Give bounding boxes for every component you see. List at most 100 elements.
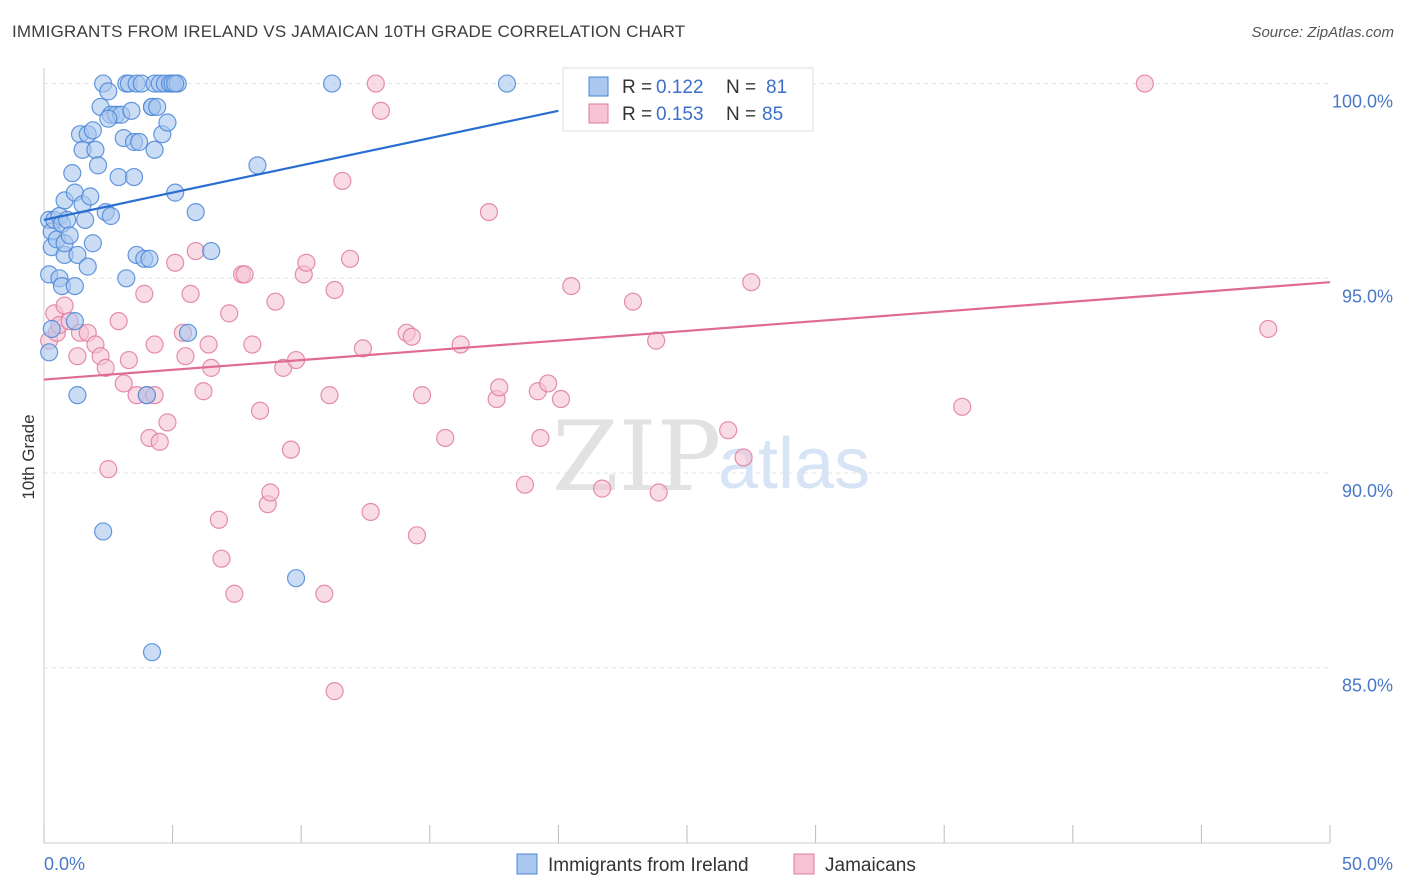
jamaicans-point — [490, 378, 509, 397]
jamaicans-point — [114, 374, 133, 393]
y-axis-title: 10th Grade — [19, 414, 38, 499]
watermark-zip: ZIP — [552, 401, 721, 513]
y-tick-label: 85.0% — [1342, 676, 1393, 696]
bottom-legend-swatch-jamaicans — [793, 853, 815, 875]
ireland-point — [65, 276, 84, 296]
jamaicans-point — [479, 202, 499, 222]
ireland-point — [145, 140, 164, 159]
legend-n-label-ireland: N = — [726, 77, 756, 98]
ireland-point — [76, 210, 95, 229]
bottom-legend-label-jamaicans: Jamaicans — [825, 855, 916, 876]
jamaicans-point — [361, 502, 380, 522]
jamaicans-point — [96, 358, 115, 377]
trend-line-jamaicans — [43, 281, 1331, 381]
ireland-point — [130, 132, 149, 152]
jamaicans-point — [531, 428, 550, 448]
jamaicans-point — [199, 335, 218, 354]
ireland-point — [117, 269, 136, 288]
jamaicans-point — [539, 374, 558, 393]
ireland-point — [99, 82, 118, 101]
ireland-point — [65, 312, 84, 331]
jamaicans-point — [212, 549, 231, 568]
legend-r-value-ireland: 0.122 — [656, 77, 704, 98]
watermark: ZIP atlas — [552, 401, 870, 513]
bottom-legend-swatch-ireland — [516, 853, 538, 875]
ireland-point — [158, 113, 177, 132]
jamaicans-point — [135, 284, 154, 303]
ireland-point — [40, 343, 59, 362]
jamaicans-point — [734, 448, 753, 467]
top-legend: R = 0.122 N = 81 R = 0.153 N = 85 — [562, 67, 814, 132]
jamaicans-point — [333, 171, 352, 191]
ireland-point — [99, 109, 118, 128]
jamaicans-point — [407, 526, 427, 545]
jamaicans-point — [176, 347, 195, 366]
jamaicans-point — [742, 273, 761, 292]
jamaicans-point — [353, 339, 373, 358]
ireland-point — [137, 386, 156, 405]
trend-lines — [43, 109, 1331, 381]
x-tick-labels: 0.0% 50.0% — [44, 854, 1393, 874]
jamaicans-point — [649, 483, 668, 502]
jamaicans-point — [366, 74, 385, 93]
x-tick-label: 50.0% — [1342, 854, 1393, 874]
y-tick-label: 90.0% — [1342, 481, 1393, 501]
ireland-point — [178, 323, 198, 342]
ireland-point — [166, 74, 185, 93]
jamaicans-point — [250, 401, 270, 420]
grid-lines — [44, 83, 1330, 669]
ireland-point — [124, 167, 144, 187]
jamaicans-point — [451, 335, 470, 354]
legend-swatch-jamaicans — [588, 103, 609, 124]
jamaicans-point — [266, 292, 285, 311]
ireland-point — [248, 156, 267, 175]
jamaicans-point — [515, 475, 535, 494]
jamaicans-point — [145, 335, 164, 354]
jamaicans-point — [220, 304, 239, 323]
jamaicans-point — [243, 335, 262, 354]
y-tick-label: 95.0% — [1342, 286, 1393, 306]
legend-swatch-ireland — [588, 76, 609, 97]
jamaicans-point — [623, 292, 643, 311]
x-tick-label: 0.0% — [44, 854, 85, 874]
jamaicans-point — [315, 584, 334, 603]
jamaicans-point — [325, 682, 344, 701]
ireland-point — [109, 167, 128, 187]
jamaicans-point — [150, 432, 169, 451]
legend-n-value-jamaicans: 85 — [762, 104, 783, 125]
ireland-point — [88, 156, 108, 175]
ireland-point — [68, 245, 87, 265]
y-tick-label: 100.0% — [1332, 92, 1393, 112]
chart-title: IMMIGRANTS FROM IRELAND VS JAMAICAN 10TH… — [12, 22, 686, 41]
jamaicans-point — [186, 241, 205, 261]
jamaicans-point — [297, 253, 316, 272]
ireland-point — [148, 97, 167, 117]
ireland-point — [322, 74, 342, 93]
jamaicans-point — [1135, 74, 1154, 93]
legend-r-label-jamaicans: R = — [622, 104, 652, 125]
ireland-point — [63, 164, 82, 183]
ireland-point — [83, 234, 102, 253]
series-ireland-points — [40, 74, 517, 662]
jamaicans-point — [562, 276, 581, 296]
jamaicans-point — [181, 284, 200, 303]
legend-n-value-ireland: 81 — [766, 77, 787, 98]
jamaicans-point — [551, 389, 571, 409]
jamaicans-point — [99, 460, 118, 479]
ireland-point — [60, 226, 79, 245]
jamaicans-point — [235, 265, 254, 284]
jamaicans-point — [719, 421, 738, 440]
ireland-point — [83, 121, 102, 140]
legend-r-label-ireland: R = — [622, 77, 652, 98]
ireland-point — [286, 569, 306, 588]
jamaicans-point — [209, 510, 228, 529]
legend-r-value-jamaicans: 0.153 — [656, 104, 704, 125]
series-jamaicans-points — [40, 74, 1278, 701]
jamaicans-point — [261, 483, 280, 502]
jamaicans-point — [109, 312, 128, 331]
bottom-legend-label-ireland: Immigrants from Ireland — [548, 855, 749, 876]
ireland-point — [497, 74, 517, 93]
jamaicans-point — [158, 413, 177, 432]
axes — [43, 68, 1331, 844]
